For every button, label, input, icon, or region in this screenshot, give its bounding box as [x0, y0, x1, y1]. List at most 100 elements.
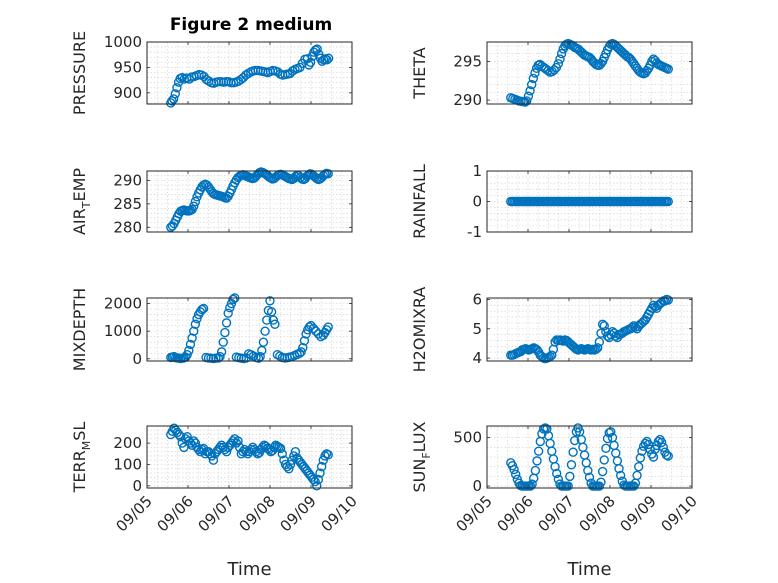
data-point	[179, 442, 189, 453]
data-point	[533, 446, 544, 456]
y-tick-label: 0	[472, 193, 482, 211]
x-tick-label: 09/05	[453, 492, 496, 535]
subplot-4: -1 0 1 RAINFALL	[410, 162, 693, 241]
y-tick-label: 4	[472, 349, 482, 367]
subplot-5: 0 1000 2000 MIXDEPTH	[70, 288, 353, 371]
data-point	[570, 435, 580, 446]
data-point	[174, 429, 184, 440]
data-point	[321, 449, 332, 459]
data-point	[170, 89, 180, 99]
data-point	[614, 463, 624, 474]
data-point	[320, 54, 331, 64]
data-point	[632, 470, 642, 481]
x-tick-label: 09/06	[154, 492, 197, 535]
data-point	[615, 470, 626, 481]
data-point	[627, 322, 637, 333]
data-point	[313, 474, 324, 485]
data-point	[284, 464, 294, 474]
data-point	[198, 303, 209, 314]
data-point	[172, 83, 182, 93]
data-point	[287, 66, 298, 76]
data-point	[290, 446, 301, 457]
data-point	[599, 455, 609, 465]
data-point	[552, 468, 562, 479]
data-point	[563, 481, 573, 491]
axes-frame	[146, 297, 353, 362]
axes-frame	[146, 41, 353, 105]
data-point	[323, 450, 333, 460]
data-point	[663, 295, 673, 305]
data-point	[547, 350, 557, 360]
y-axis-label: MIXDEPTH	[70, 288, 89, 371]
data-point	[322, 55, 332, 65]
data-point	[658, 442, 668, 453]
x-tick-label: 09/06	[494, 492, 537, 535]
data-point	[532, 456, 542, 466]
data-point	[184, 74, 194, 84]
data-point	[201, 74, 212, 85]
data-point	[190, 319, 201, 329]
data-point	[663, 196, 673, 207]
data-point	[218, 337, 228, 347]
data-point	[189, 201, 199, 211]
data-point	[526, 79, 537, 90]
data-point	[223, 308, 233, 318]
y-tick-label: 280	[113, 218, 142, 236]
data-point	[304, 322, 315, 332]
data-point	[312, 44, 322, 54]
data-point	[509, 464, 519, 475]
data-point	[285, 459, 296, 470]
data-point	[323, 169, 333, 179]
data-point	[221, 318, 232, 328]
data-point	[182, 349, 192, 360]
subplot-6: 4 5 6 H2OMIXRA	[410, 287, 693, 373]
y-tick-label: 6	[472, 290, 482, 308]
data-point	[238, 446, 248, 457]
y-axis-label: H2OMIXRA	[410, 287, 429, 373]
data-point	[543, 65, 553, 76]
y-tick-label: 285	[113, 195, 142, 213]
data-point	[233, 436, 243, 446]
data-point	[525, 481, 536, 491]
data-point	[323, 322, 333, 332]
subplot-1: 900 950 1000 PRESSURE	[70, 31, 353, 115]
y-tick-label: 1000	[104, 322, 142, 340]
x-tick-label: 09/09	[617, 492, 660, 535]
y-axis-label: SUNFLUX	[410, 421, 433, 492]
data-point	[190, 196, 201, 207]
data-point	[277, 449, 287, 459]
data-point	[287, 455, 297, 465]
data-point	[270, 319, 280, 329]
data-point	[315, 468, 325, 478]
data-point	[634, 461, 644, 472]
y-tick-label: 0	[472, 477, 482, 495]
y-tick-label: 0	[132, 350, 142, 368]
data-point	[596, 477, 606, 487]
data-point	[583, 465, 593, 476]
data-point	[553, 59, 564, 69]
data-point	[565, 471, 575, 482]
data-point	[308, 323, 319, 334]
data-point	[522, 96, 532, 106]
data-point	[525, 86, 535, 96]
x-tick-label: 09/07	[195, 492, 238, 535]
data-point	[268, 315, 278, 325]
data-point	[208, 455, 219, 465]
y-tick-label: 0	[132, 477, 142, 495]
data-point	[193, 444, 204, 455]
data-point	[197, 304, 207, 315]
data-point	[599, 321, 609, 331]
y-tick-label: 290	[453, 91, 482, 109]
y-tick-label: 1000	[104, 33, 142, 51]
data-point	[528, 73, 539, 84]
data-point	[606, 427, 616, 437]
data-point	[601, 443, 611, 453]
x-axis-label: Time	[226, 559, 271, 580]
data-point	[187, 333, 197, 343]
data-point	[550, 461, 560, 472]
x-tick-label: 09/08	[576, 492, 619, 535]
data-point	[177, 72, 187, 83]
data-point	[241, 70, 251, 80]
y-tick-label: 900	[113, 84, 142, 102]
